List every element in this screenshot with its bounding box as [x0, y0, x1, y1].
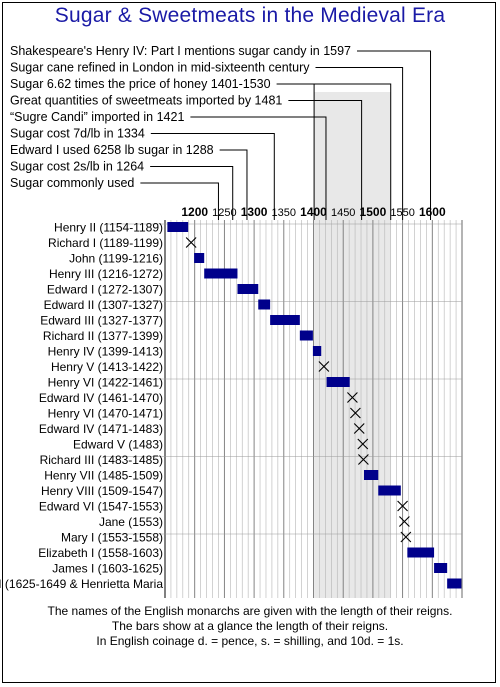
reign-label: Edward IV (1461-1470)	[39, 391, 163, 405]
reign-label: Edward V (1483)	[73, 438, 163, 452]
reign-label: Charles I (1625-1649 & Henrietta Maria	[0, 577, 163, 591]
reign-x-mark	[347, 392, 358, 403]
event-leader-line	[150, 133, 275, 220]
reign-label: Henry VII (1485-1509)	[44, 469, 163, 483]
event-leader-line	[190, 116, 327, 220]
x-tick-label: 1200	[181, 205, 208, 219]
chart-title: Sugar & Sweetmeats in the Medieval Era	[54, 4, 446, 27]
reign-label: Henry III (1216-1272)	[49, 267, 163, 281]
event-leader-line	[288, 100, 363, 220]
event-leader-line	[357, 50, 432, 220]
reign-bar	[204, 268, 238, 279]
reign-label: Henry VI (1470-1471)	[48, 407, 163, 421]
reign-label: Mary I (1553-1558)	[61, 531, 163, 545]
reign-bar	[237, 284, 259, 294]
event-label: Shakespeare's Henry IV: Part I mentions …	[10, 44, 351, 58]
reign-bar	[447, 578, 462, 589]
event-label: Edward I used 6258 lb sugar in 1288	[10, 143, 214, 157]
reign-label: Henry VI (1422-1461)	[48, 376, 163, 390]
reign-bar	[194, 253, 205, 263]
footer-line: The bars show at a glance the length of …	[111, 619, 389, 633]
event-label: Sugar 6.62 times the price of honey 1401…	[10, 77, 271, 91]
reign-bar	[363, 470, 379, 480]
reign-x-mark	[400, 531, 412, 543]
event-label: Sugar cost 7d/lb in 1334	[10, 127, 145, 141]
range-shade	[314, 92, 391, 598]
footer-line: The names of the English monarchs are gi…	[47, 604, 453, 618]
footer-line: In English coinage d. = pence, s. = shil…	[96, 634, 404, 648]
reign-bar	[299, 330, 313, 341]
reign-bar	[167, 222, 189, 232]
reign-label: Edward I (1272-1307)	[47, 283, 163, 297]
event-leader-line	[150, 166, 234, 220]
reign-bar	[326, 377, 350, 387]
x-tick-label: 1600	[419, 205, 446, 219]
reign-bar	[258, 299, 271, 310]
page-border	[2, 2, 496, 683]
reign-label: Henry VIII (1509-1547)	[41, 484, 163, 498]
reign-label: Richard III (1483-1485)	[40, 453, 163, 467]
event-leader-line	[219, 149, 248, 220]
x-tick-label: 1300	[241, 205, 268, 219]
reign-bar	[378, 485, 401, 496]
reign-label: John (1199-1216)	[69, 252, 163, 266]
reign-label: Richard I (1189-1199)	[48, 236, 163, 250]
event-label: Great quantities of sweetmeats imported …	[10, 94, 282, 108]
event-label: “Sugre Candi” imported in 1421	[10, 110, 184, 124]
reign-x-mark	[353, 423, 365, 434]
x-tick-label: 1350	[272, 207, 296, 219]
reign-x-mark	[185, 237, 197, 248]
reign-label: Elizabeth I (1558-1603)	[38, 546, 163, 560]
reign-x-mark	[397, 500, 408, 512]
reign-label: Jane (1553)	[99, 515, 163, 529]
reign-x-mark	[349, 407, 361, 419]
reign-label: Henry IV (1399-1413)	[48, 345, 163, 359]
reign-label: Richard II (1377-1399)	[43, 329, 163, 343]
reign-x-mark	[398, 516, 410, 527]
reign-x-mark	[357, 438, 369, 450]
reign-bar	[270, 315, 300, 325]
reign-bar	[312, 346, 322, 356]
reign-label: Edward II (1307-1327)	[44, 298, 163, 312]
reign-bar	[407, 547, 435, 558]
reign-label: Edward VI (1547-1553)	[39, 500, 163, 514]
event-label: Sugar commonly used	[10, 176, 134, 190]
reign-label: Edward III (1327-1377)	[40, 314, 163, 328]
x-tick-label: 1450	[331, 207, 355, 219]
event-label: Sugar cost 2s/lb in 1264	[10, 160, 144, 174]
event-leader-line	[140, 182, 219, 220]
event-range-line	[314, 83, 392, 220]
event-leader-line	[315, 67, 404, 220]
reign-x-mark	[318, 361, 330, 372]
reign-label: Henry V (1413-1422)	[51, 360, 163, 374]
reign-label: Henry II (1154-1189)	[54, 221, 163, 235]
reign-bar	[434, 563, 448, 573]
event-label: Sugar cane refined in London in mid-sixt…	[10, 61, 310, 75]
x-tick-label: 1500	[360, 205, 387, 219]
reign-label: James I (1603-1625)	[52, 562, 163, 576]
reign-label: Edward IV (1471-1483)	[39, 422, 163, 436]
footer-notes: The names of the English monarchs are gi…	[0, 604, 500, 649]
reign-x-mark	[358, 454, 369, 465]
